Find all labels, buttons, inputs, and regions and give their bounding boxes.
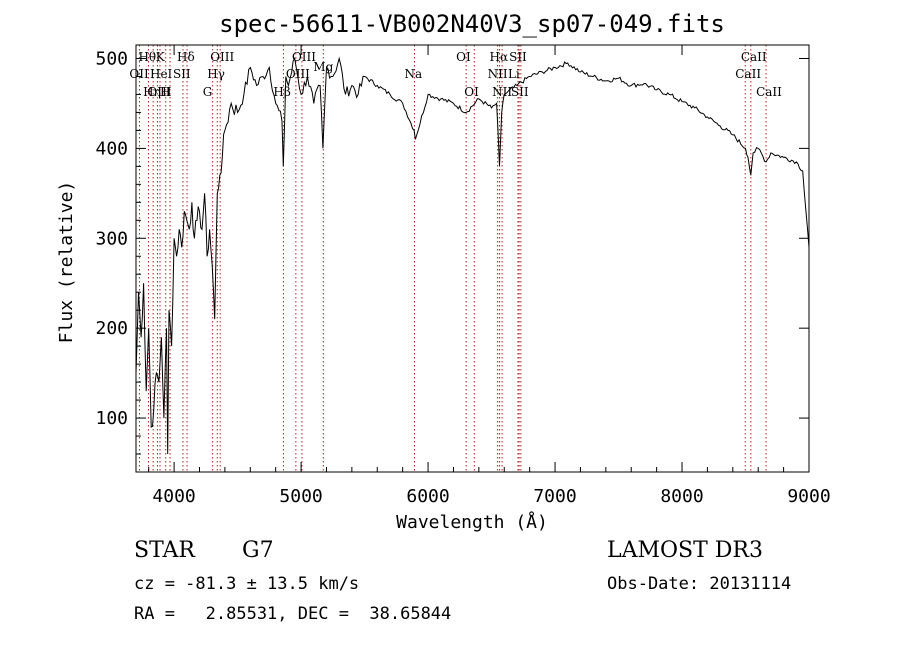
line-marker-label: G <box>203 85 213 99</box>
chart-title: spec-56611-VB002N40V3_sp07-049.fits <box>219 10 725 38</box>
line-marker-label: H <box>160 85 170 99</box>
line-marker-label: K <box>156 50 166 64</box>
line-marker-label: OIII <box>292 50 316 64</box>
y-tick-label: 500 <box>95 48 128 69</box>
x-axis-ticks: 4000 5000 6000 7000 8000 9000 <box>148 45 831 507</box>
line-marker-label: SII <box>511 85 529 99</box>
x-tick-label: 5000 <box>279 486 322 507</box>
redshift-velocity: cz = -81.3 ± 13.5 km/s <box>134 574 360 594</box>
line-marker-label: OIII <box>210 50 234 64</box>
y-tick-label: 100 <box>95 408 128 429</box>
line-marker-label: Li <box>508 67 520 81</box>
y-axis-ticks: 100 200 300 400 500 <box>95 48 809 473</box>
observation-date: Obs-Date: 20131114 <box>607 574 792 594</box>
line-marker-label: NII <box>488 67 508 81</box>
x-tick-label: 4000 <box>152 486 195 507</box>
line-marker-label: OI <box>456 50 471 64</box>
x-tick-label: 8000 <box>660 486 703 507</box>
object-class: STAR <box>134 538 195 563</box>
line-marker-label: Hθ <box>138 50 156 64</box>
line-marker-label: Hα <box>490 50 509 64</box>
line-marker-label: Hγ <box>207 67 225 81</box>
line-marker-label: SII <box>509 50 527 64</box>
y-axis-label: Flux (relative) <box>56 181 77 344</box>
emission-line-markers <box>138 45 767 472</box>
line-marker-label: Hβ <box>273 85 290 99</box>
line-marker-label: CaII <box>735 67 761 81</box>
line-marker-label: OI <box>464 85 479 99</box>
line-marker-label: OII <box>129 67 149 81</box>
coordinates: RA = 2.85531, DEC = 38.65844 <box>134 604 452 624</box>
emission-line-labels: HθOIIOIIIKHeIHηHδSIIHOIIIHγGOIIIOIIIHβMg… <box>129 50 782 99</box>
survey-name: LAMOST DR3 <box>607 538 763 563</box>
x-tick-label: 9000 <box>787 486 830 507</box>
line-marker-label: CaII <box>741 50 767 64</box>
line-marker-label: Na <box>404 67 422 81</box>
line-marker-label: SII <box>173 67 191 81</box>
line-marker-label: CaII <box>756 85 782 99</box>
spectrum-line <box>135 56 810 455</box>
line-marker-label: Hδ <box>177 50 195 64</box>
y-tick-label: 200 <box>95 318 128 339</box>
line-marker-label: NII <box>492 85 512 99</box>
x-axis-label: Wavelength (Å) <box>396 511 548 533</box>
line-marker-label: HeI <box>150 67 173 81</box>
line-marker-label: OIII <box>147 85 171 99</box>
plot-frame <box>135 44 810 473</box>
line-marker-label: Hη <box>143 85 161 99</box>
x-tick-label: 7000 <box>533 486 576 507</box>
line-marker-label: Mg <box>313 60 333 74</box>
y-tick-label: 300 <box>95 228 128 249</box>
y-tick-label: 400 <box>95 138 128 159</box>
x-tick-label: 6000 <box>406 486 449 507</box>
object-subclass: G7 <box>242 538 274 563</box>
